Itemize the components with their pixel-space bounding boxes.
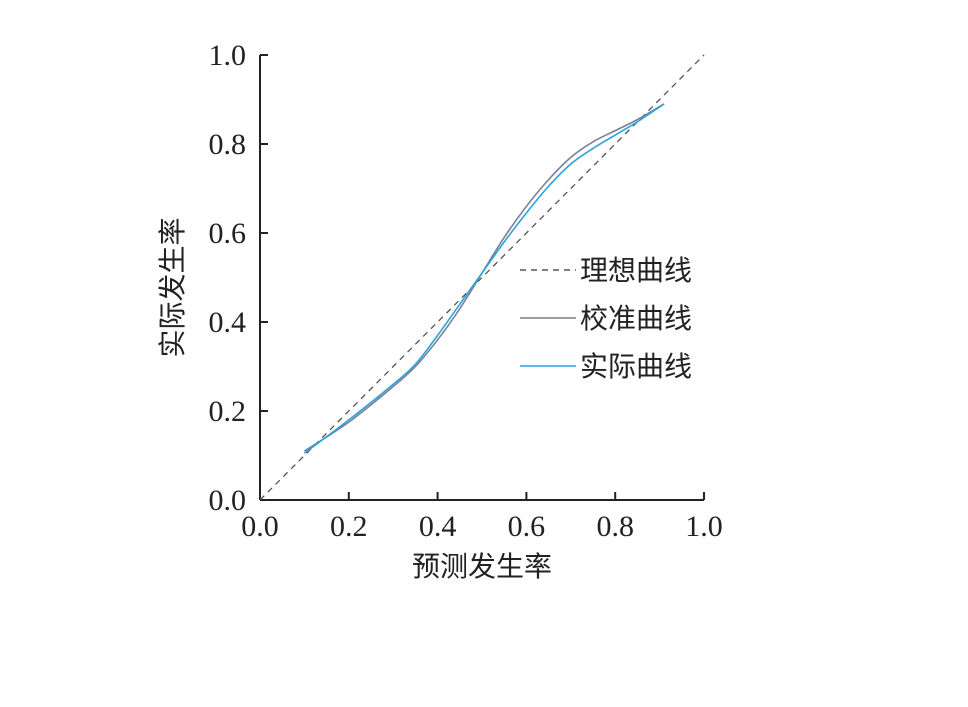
y-tick-label: 0.4	[209, 306, 247, 339]
y-tick-label: 0.6	[209, 217, 247, 250]
x-tick-label: 0.8	[596, 510, 634, 543]
x-ticks: 0.0 0.2 0.4 0.6 0.8 1.0	[241, 492, 723, 543]
y-axis-title: 实际发生率	[156, 217, 189, 357]
x-tick-label: 0.2	[330, 510, 368, 543]
legend-label: 实际曲线	[580, 350, 692, 383]
y-tick-label: 0.2	[209, 395, 247, 428]
x-tick-label: 0.4	[419, 510, 457, 543]
ideal-curve-line	[259, 54, 705, 501]
legend-item-calibration: 校准曲线	[520, 302, 692, 335]
series-layer	[259, 54, 705, 501]
legend-label: 理想曲线	[580, 254, 692, 287]
actual-curve-line	[303, 103, 665, 454]
y-tick-label: 0.0	[209, 484, 247, 517]
x-axis-title: 预测发生率	[412, 550, 552, 583]
x-tick-label: 0.0	[241, 510, 279, 543]
legend-item-ideal: 理想曲线	[520, 254, 692, 287]
y-ticks: 0.0 0.2 0.4 0.6 0.8 1.0	[209, 39, 268, 517]
x-tick-label: 0.6	[508, 510, 546, 543]
legend-label: 校准曲线	[580, 302, 692, 335]
y-tick-label: 0.8	[209, 128, 247, 161]
axes: 0.0 0.2 0.4 0.6 0.8 1.0 0.0 0.2 0.4 0.6 0.8 1.0	[209, 39, 723, 543]
legend-item-actual: 实际曲线	[520, 350, 692, 383]
x-tick-label: 1.0	[685, 510, 723, 543]
y-tick-label: 1.0	[209, 39, 247, 72]
calibration-curve-line	[303, 103, 665, 452]
